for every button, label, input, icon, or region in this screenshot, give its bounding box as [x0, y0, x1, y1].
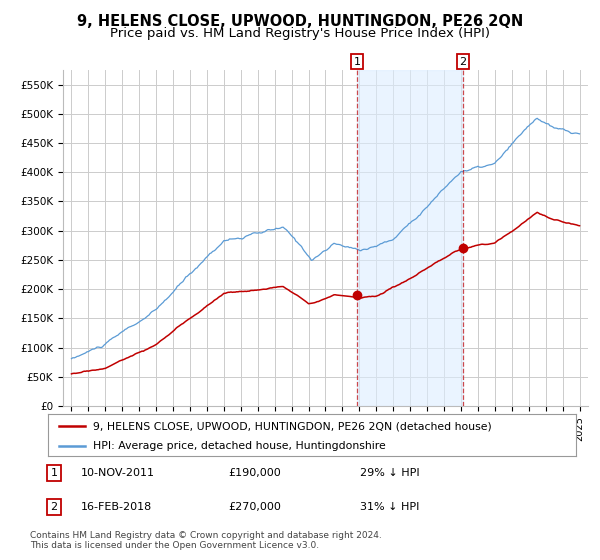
Text: 16-FEB-2018: 16-FEB-2018 — [81, 502, 152, 512]
Text: 9, HELENS CLOSE, UPWOOD, HUNTINGDON, PE26 2QN: 9, HELENS CLOSE, UPWOOD, HUNTINGDON, PE2… — [77, 14, 523, 29]
Text: HPI: Average price, detached house, Huntingdonshire: HPI: Average price, detached house, Hunt… — [93, 441, 386, 451]
Text: 1: 1 — [50, 468, 58, 478]
Text: 31% ↓ HPI: 31% ↓ HPI — [360, 502, 419, 512]
Text: 1: 1 — [353, 57, 361, 67]
Text: 2: 2 — [50, 502, 58, 512]
Text: 29% ↓ HPI: 29% ↓ HPI — [360, 468, 419, 478]
Text: £190,000: £190,000 — [228, 468, 281, 478]
Text: 10-NOV-2011: 10-NOV-2011 — [81, 468, 155, 478]
Text: Price paid vs. HM Land Registry's House Price Index (HPI): Price paid vs. HM Land Registry's House … — [110, 27, 490, 40]
Text: Contains HM Land Registry data © Crown copyright and database right 2024.
This d: Contains HM Land Registry data © Crown c… — [30, 531, 382, 550]
Text: 9, HELENS CLOSE, UPWOOD, HUNTINGDON, PE26 2QN (detached house): 9, HELENS CLOSE, UPWOOD, HUNTINGDON, PE2… — [93, 421, 491, 431]
Text: £270,000: £270,000 — [228, 502, 281, 512]
Bar — [357, 70, 463, 406]
Text: 2: 2 — [460, 57, 467, 67]
